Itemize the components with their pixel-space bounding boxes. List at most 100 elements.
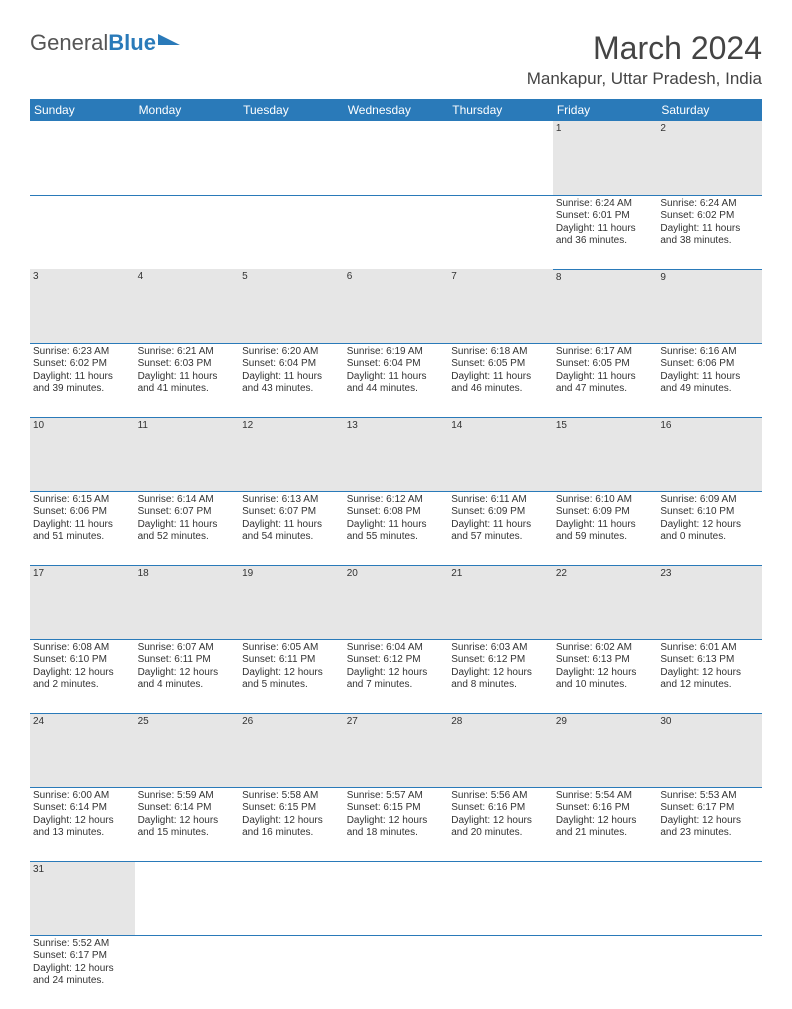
daylight-line: Daylight: 12 hours and 18 minutes. [347, 815, 446, 840]
daylight-line: Daylight: 12 hours and 15 minutes. [138, 815, 237, 840]
day-body-cell: Sunrise: 6:19 AMSunset: 6:04 PMDaylight:… [344, 343, 449, 417]
sunrise-line: Sunrise: 6:10 AM [556, 494, 655, 507]
day-body-cell [135, 195, 240, 269]
day-number-cell: 10 [30, 417, 135, 491]
day-number-cell: 12 [239, 417, 344, 491]
sunset-line: Sunset: 6:12 PM [451, 654, 550, 667]
daylight-line: Daylight: 11 hours and 38 minutes. [660, 223, 759, 248]
sunrise-line: Sunrise: 6:07 AM [138, 642, 237, 655]
sunset-line: Sunset: 6:16 PM [451, 802, 550, 815]
sunrise-line: Sunrise: 5:59 AM [138, 790, 237, 803]
daylight-line: Daylight: 12 hours and 5 minutes. [242, 667, 341, 692]
sunset-line: Sunset: 6:13 PM [556, 654, 655, 667]
day-number-cell [135, 121, 240, 195]
daylight-line: Daylight: 11 hours and 51 minutes. [33, 519, 132, 544]
sunrise-line: Sunrise: 5:54 AM [556, 790, 655, 803]
sunset-line: Sunset: 6:12 PM [347, 654, 446, 667]
sunrise-line: Sunrise: 6:20 AM [242, 346, 341, 359]
weekday-header: Saturday [657, 99, 762, 121]
day-number-cell: 13 [344, 417, 449, 491]
daylight-line: Daylight: 11 hours and 55 minutes. [347, 519, 446, 544]
day-number-cell [30, 121, 135, 195]
sunset-line: Sunset: 6:10 PM [660, 506, 759, 519]
weekday-header: Sunday [30, 99, 135, 121]
day-body-cell: Sunrise: 6:18 AMSunset: 6:05 PMDaylight:… [448, 343, 553, 417]
sunset-line: Sunset: 6:06 PM [660, 358, 759, 371]
day-body-cell: Sunrise: 6:04 AMSunset: 6:12 PMDaylight:… [344, 639, 449, 713]
day-body-row: Sunrise: 6:15 AMSunset: 6:06 PMDaylight:… [30, 491, 762, 565]
sunrise-line: Sunrise: 6:23 AM [33, 346, 132, 359]
day-number-cell: 30 [657, 713, 762, 787]
day-body-cell [239, 935, 344, 1009]
day-number-row: 12 [30, 121, 762, 195]
daylight-line: Daylight: 11 hours and 41 minutes. [138, 371, 237, 396]
day-body-cell: Sunrise: 6:23 AMSunset: 6:02 PMDaylight:… [30, 343, 135, 417]
day-body-cell: Sunrise: 6:01 AMSunset: 6:13 PMDaylight:… [657, 639, 762, 713]
day-body-cell: Sunrise: 6:20 AMSunset: 6:04 PMDaylight:… [239, 343, 344, 417]
day-number-cell: 27 [344, 713, 449, 787]
sunset-line: Sunset: 6:07 PM [138, 506, 237, 519]
day-body-cell: Sunrise: 5:56 AMSunset: 6:16 PMDaylight:… [448, 787, 553, 861]
day-body-cell [239, 195, 344, 269]
sunrise-line: Sunrise: 6:00 AM [33, 790, 132, 803]
page-title: March 2024 [527, 30, 762, 67]
sunrise-line: Sunrise: 6:12 AM [347, 494, 446, 507]
day-body-cell: Sunrise: 5:58 AMSunset: 6:15 PMDaylight:… [239, 787, 344, 861]
daylight-line: Daylight: 11 hours and 46 minutes. [451, 371, 550, 396]
sunset-line: Sunset: 6:15 PM [242, 802, 341, 815]
day-number-cell: 3 [30, 269, 135, 343]
day-body-cell: Sunrise: 6:11 AMSunset: 6:09 PMDaylight:… [448, 491, 553, 565]
day-number-cell: 7 [448, 269, 553, 343]
daylight-line: Daylight: 12 hours and 8 minutes. [451, 667, 550, 692]
day-body-cell: Sunrise: 6:00 AMSunset: 6:14 PMDaylight:… [30, 787, 135, 861]
sunset-line: Sunset: 6:10 PM [33, 654, 132, 667]
day-body-cell: Sunrise: 5:52 AMSunset: 6:17 PMDaylight:… [30, 935, 135, 1009]
sunrise-line: Sunrise: 6:01 AM [660, 642, 759, 655]
sunset-line: Sunset: 6:05 PM [451, 358, 550, 371]
sunrise-line: Sunrise: 6:18 AM [451, 346, 550, 359]
day-body-row: Sunrise: 6:23 AMSunset: 6:02 PMDaylight:… [30, 343, 762, 417]
sunrise-line: Sunrise: 6:21 AM [138, 346, 237, 359]
daylight-line: Daylight: 12 hours and 20 minutes. [451, 815, 550, 840]
sunrise-line: Sunrise: 6:02 AM [556, 642, 655, 655]
sunset-line: Sunset: 6:15 PM [347, 802, 446, 815]
sunset-line: Sunset: 6:09 PM [451, 506, 550, 519]
sunset-line: Sunset: 6:11 PM [138, 654, 237, 667]
sunset-line: Sunset: 6:03 PM [138, 358, 237, 371]
weekday-header-row: SundayMondayTuesdayWednesdayThursdayFrid… [30, 99, 762, 121]
day-body-cell: Sunrise: 6:24 AMSunset: 6:01 PMDaylight:… [553, 195, 658, 269]
day-number-row: 17181920212223 [30, 565, 762, 639]
daylight-line: Daylight: 11 hours and 39 minutes. [33, 371, 132, 396]
sunrise-line: Sunrise: 6:08 AM [33, 642, 132, 655]
logo-text-blue: Blue [108, 30, 156, 56]
sunrise-line: Sunrise: 5:56 AM [451, 790, 550, 803]
day-body-cell: Sunrise: 6:03 AMSunset: 6:12 PMDaylight:… [448, 639, 553, 713]
day-body-cell: Sunrise: 5:59 AMSunset: 6:14 PMDaylight:… [135, 787, 240, 861]
day-number-cell: 8 [553, 269, 658, 343]
day-body-cell: Sunrise: 6:13 AMSunset: 6:07 PMDaylight:… [239, 491, 344, 565]
daylight-line: Daylight: 11 hours and 43 minutes. [242, 371, 341, 396]
day-body-cell [553, 935, 658, 1009]
daylight-line: Daylight: 11 hours and 59 minutes. [556, 519, 655, 544]
daylight-line: Daylight: 11 hours and 57 minutes. [451, 519, 550, 544]
day-number-row: 10111213141516 [30, 417, 762, 491]
sunset-line: Sunset: 6:01 PM [556, 210, 655, 223]
sunset-line: Sunset: 6:05 PM [556, 358, 655, 371]
day-body-cell: Sunrise: 5:54 AMSunset: 6:16 PMDaylight:… [553, 787, 658, 861]
sunrise-line: Sunrise: 6:16 AM [660, 346, 759, 359]
daylight-line: Daylight: 11 hours and 49 minutes. [660, 371, 759, 396]
logo-text-general: General [30, 30, 108, 56]
daylight-line: Daylight: 12 hours and 0 minutes. [660, 519, 759, 544]
sunrise-line: Sunrise: 6:13 AM [242, 494, 341, 507]
daylight-line: Daylight: 12 hours and 16 minutes. [242, 815, 341, 840]
calendar-body: 12Sunrise: 6:24 AMSunset: 6:01 PMDayligh… [30, 121, 762, 1009]
day-body-cell [657, 935, 762, 1009]
calendar-table: SundayMondayTuesdayWednesdayThursdayFrid… [30, 99, 762, 1009]
daylight-line: Daylight: 12 hours and 13 minutes. [33, 815, 132, 840]
day-body-cell: Sunrise: 6:07 AMSunset: 6:11 PMDaylight:… [135, 639, 240, 713]
sunset-line: Sunset: 6:11 PM [242, 654, 341, 667]
sunset-line: Sunset: 6:17 PM [33, 950, 132, 963]
sunrise-line: Sunrise: 5:58 AM [242, 790, 341, 803]
day-body-cell [135, 935, 240, 1009]
logo: GeneralBlue [30, 30, 180, 56]
